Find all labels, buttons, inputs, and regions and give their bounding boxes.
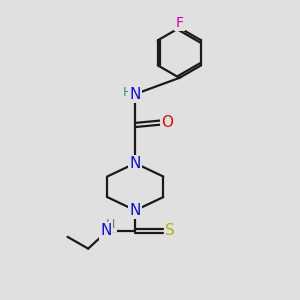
Text: H: H [122, 86, 132, 99]
Text: S: S [165, 224, 175, 238]
Text: N: N [130, 87, 141, 102]
Text: N: N [130, 203, 141, 218]
Text: N: N [100, 224, 112, 238]
Text: O: O [161, 115, 173, 130]
Text: N: N [130, 156, 141, 171]
Text: F: F [176, 16, 183, 29]
Text: H: H [106, 218, 116, 231]
